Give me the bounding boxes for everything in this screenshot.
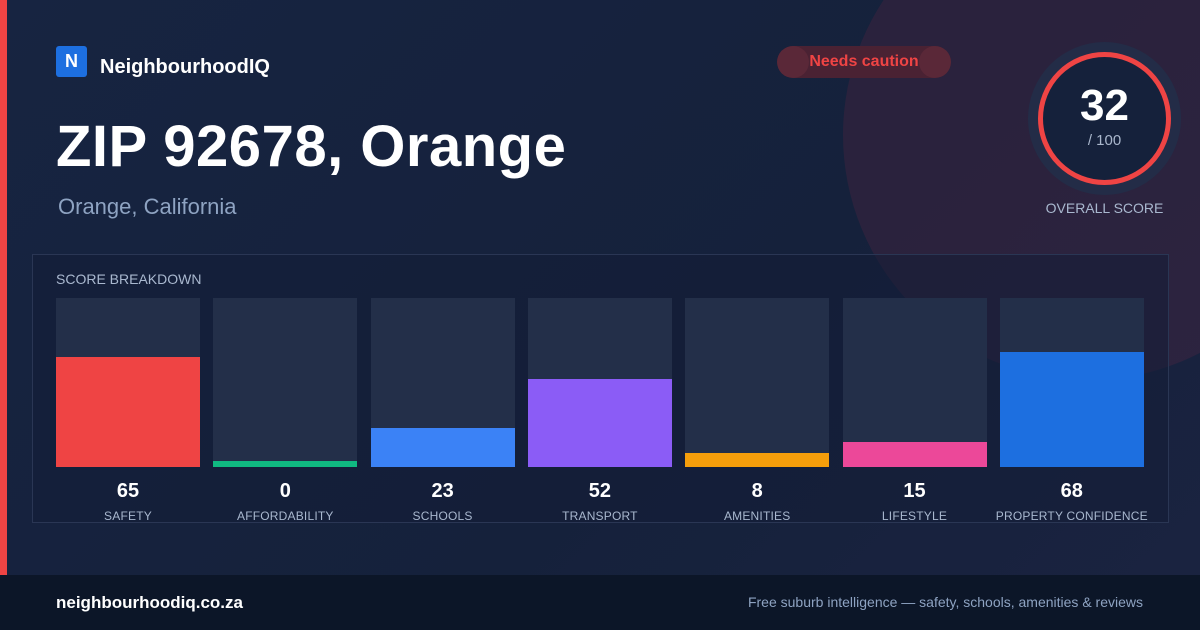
bar-value-affordability: 0 <box>279 480 291 502</box>
bar-label-lifestyle: LIFESTYLE <box>881 509 948 523</box>
bar-value-property-confidence: 68 <box>1060 480 1083 502</box>
score-breakdown-title: SCORE BREAKDOWN <box>56 271 202 287</box>
bar-value-safety: 65 <box>116 480 140 502</box>
bar-value-amenities: 8 <box>751 480 763 502</box>
bar-track-lifestyle <box>842 298 987 467</box>
bar-schools <box>370 428 515 467</box>
bar-affordability <box>213 461 358 467</box>
bar-track-affordability <box>213 298 358 467</box>
footer-domain-link[interactable]: neighbourhoodiq.co.za <box>56 593 243 612</box>
bar-safety <box>56 357 200 467</box>
badge-cap-right <box>919 46 951 78</box>
overall-score-label: OVERALL SCORE <box>1045 200 1164 216</box>
bar-property-confidence <box>999 352 1144 467</box>
bar-value-lifestyle: 15 <box>903 480 926 502</box>
bar-label-property-confidence: PROPERTY CONFIDENCE <box>995 509 1148 523</box>
badge-cap-left <box>777 46 809 78</box>
bar-lifestyle <box>842 442 987 467</box>
bar-transport <box>527 379 672 467</box>
brand-name: NeighbourhoodIQ <box>100 56 270 78</box>
brand-logo-icon: N <box>56 46 87 77</box>
footer <box>0 575 1200 630</box>
bar-label-transport: TRANSPORT <box>562 509 638 523</box>
bar-label-amenities: AMENITIES <box>723 509 791 523</box>
footer-tagline: Free suburb intelligence — safety, schoo… <box>747 594 1143 610</box>
bar-track-amenities <box>685 298 830 467</box>
bar-amenities <box>685 453 830 467</box>
bar-label-safety: SAFETY <box>104 509 152 523</box>
page-subtitle: Orange, California <box>58 194 237 219</box>
bar-value-transport: 52 <box>588 480 612 502</box>
bar-label-schools: SCHOOLS <box>412 509 473 523</box>
page-title: ZIP 92678, Orange <box>56 114 567 179</box>
status-badge-label: Needs caution <box>809 53 919 70</box>
overall-score-max: / 100 <box>1087 132 1122 149</box>
bar-label-affordability: AFFORDABILITY <box>236 509 334 523</box>
overall-score-ring <box>1038 52 1171 185</box>
overall-score-value: 32 <box>1080 81 1129 130</box>
accent-bar <box>0 0 7 575</box>
bar-value-schools: 23 <box>431 480 454 502</box>
status-badge: Needs caution <box>777 46 951 78</box>
